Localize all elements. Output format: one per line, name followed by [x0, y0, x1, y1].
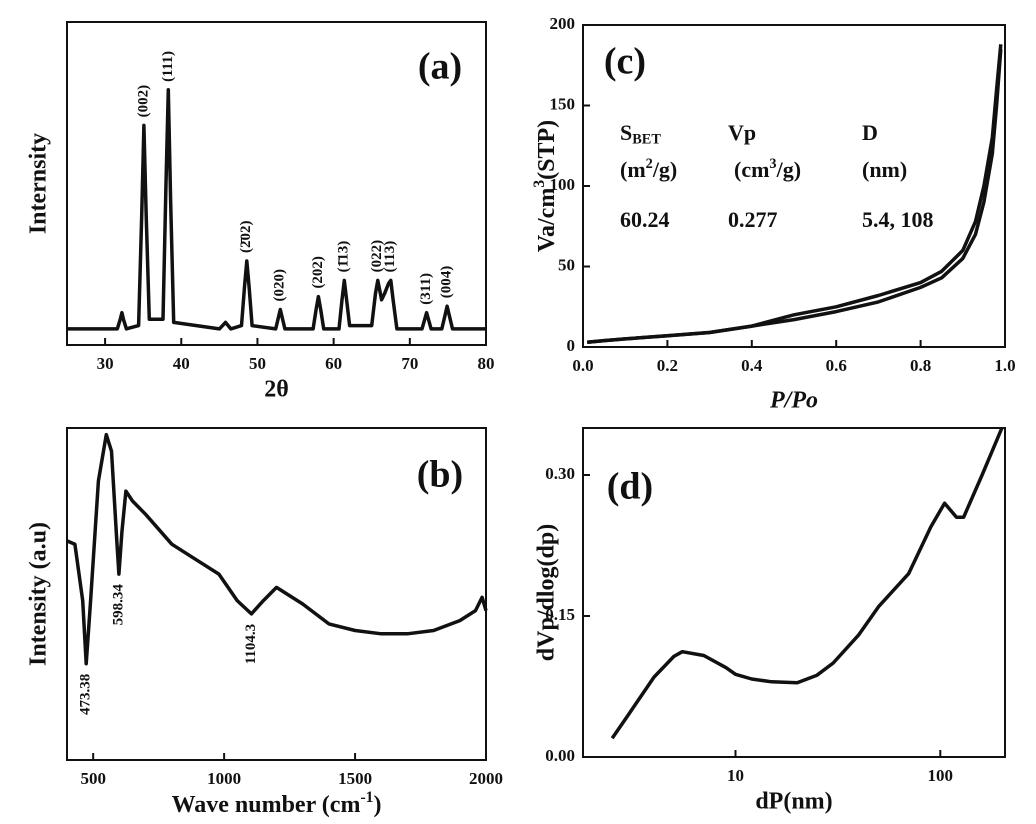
y-tick-label: 0.30: [545, 464, 575, 483]
y-tick-label: 200: [550, 14, 576, 33]
y-axis-title: Internsity: [26, 133, 52, 234]
text-part: Wave number (cm: [172, 792, 361, 818]
text-part: 3: [769, 156, 776, 172]
data-line: [587, 48, 1003, 344]
table-cell: (nm): [862, 157, 907, 182]
x-axis-title: P/Po: [769, 388, 818, 414]
peak-label: (004): [439, 266, 455, 299]
panel-label: (d): [607, 466, 653, 508]
x-tick-label: 10: [727, 766, 744, 785]
x-tick-label: 500: [80, 769, 106, 788]
peak-label: 1104.3: [243, 624, 259, 664]
peak-label: 598.34: [110, 584, 126, 626]
x-tick-label: 30: [97, 354, 114, 373]
peak-label: (1̄13): [336, 241, 352, 273]
x-tick-label: 50: [249, 354, 266, 373]
table-cell: (m2/g): [620, 156, 677, 182]
y-tick-label: 0: [567, 336, 576, 355]
table-cell: (cm3/g): [734, 156, 801, 182]
x-tick-label: 0.6: [826, 356, 847, 375]
panel-label: (c): [604, 41, 646, 83]
table-cell: Vp: [728, 120, 756, 145]
x-tick-label: 0.8: [910, 356, 931, 375]
x-axis-title: dP(nm): [755, 789, 832, 815]
x-axis-title: 2θ: [264, 377, 289, 403]
table-cell: SBET: [620, 120, 661, 148]
peak-label: (020): [272, 269, 288, 302]
data-line: [67, 88, 486, 331]
x-tick-label: 1500: [338, 769, 372, 788]
text-part: 2: [646, 156, 653, 172]
peak-label: (202): [310, 256, 326, 289]
x-tick-label: 0.4: [741, 356, 763, 375]
data-line: [66, 432, 488, 666]
text-part: S: [620, 120, 632, 145]
text-part: Va/cm: [534, 188, 560, 252]
x-tick-label: 2000: [469, 769, 503, 788]
peak-label: (2̄02): [238, 221, 254, 254]
y-tick-label: 100: [550, 175, 576, 194]
text-part: (cm: [734, 157, 769, 182]
y-tick-label: 50: [558, 255, 575, 274]
text-part: 3: [531, 180, 548, 188]
panel-label: (a): [418, 46, 462, 88]
table-cell: D: [862, 120, 878, 145]
x-axis-title: Wave number (cm-1): [172, 789, 382, 818]
peak-label: (002): [135, 85, 151, 118]
x-tick-label: 70: [401, 354, 418, 373]
x-tick-label: 0.0: [572, 356, 593, 375]
text-part: ): [373, 792, 381, 818]
peak-label: (311): [418, 273, 434, 305]
x-tick-label: 1.0: [994, 356, 1015, 375]
x-tick-label: 100: [928, 766, 954, 785]
plot-frame: [582, 24, 1006, 348]
text-part: /g): [776, 157, 801, 182]
text-part: (STP): [534, 120, 560, 180]
x-tick-label: 40: [173, 354, 190, 373]
panel-label: (b): [417, 454, 463, 496]
peak-label: (111): [160, 51, 176, 82]
y-axis-title: Intensity (a.u): [26, 522, 52, 666]
table-cell: 60.24: [620, 207, 670, 232]
table-cell: 0.277: [728, 207, 778, 232]
x-tick-label: 60: [325, 354, 342, 373]
data-line: [610, 427, 1004, 740]
x-tick-label: 1000: [207, 769, 241, 788]
y-tick-label: 0.15: [545, 605, 575, 624]
y-axis-title: dVp/dlog(dp): [534, 524, 560, 661]
text-part: (m: [620, 157, 646, 182]
text-part: BET: [632, 132, 661, 148]
peak-label: (022): [369, 240, 385, 273]
x-tick-label: 0.2: [657, 356, 678, 375]
y-tick-label: 150: [550, 94, 576, 113]
plot-frame: [582, 427, 1006, 758]
plot-frame: [66, 427, 487, 761]
table-cell: 5.4, 108: [862, 207, 934, 232]
text-part: -1: [360, 789, 373, 806]
y-tick-label: 0.00: [545, 746, 575, 765]
data-line: [587, 44, 1003, 344]
peak-label: 473.38: [78, 674, 94, 715]
text-part: /g): [652, 157, 677, 182]
x-tick-label: 80: [478, 354, 495, 373]
peak-label: (113): [382, 241, 398, 273]
plot-frame: [66, 21, 487, 346]
y-axis-title: Va/cm3(STP): [531, 120, 560, 252]
